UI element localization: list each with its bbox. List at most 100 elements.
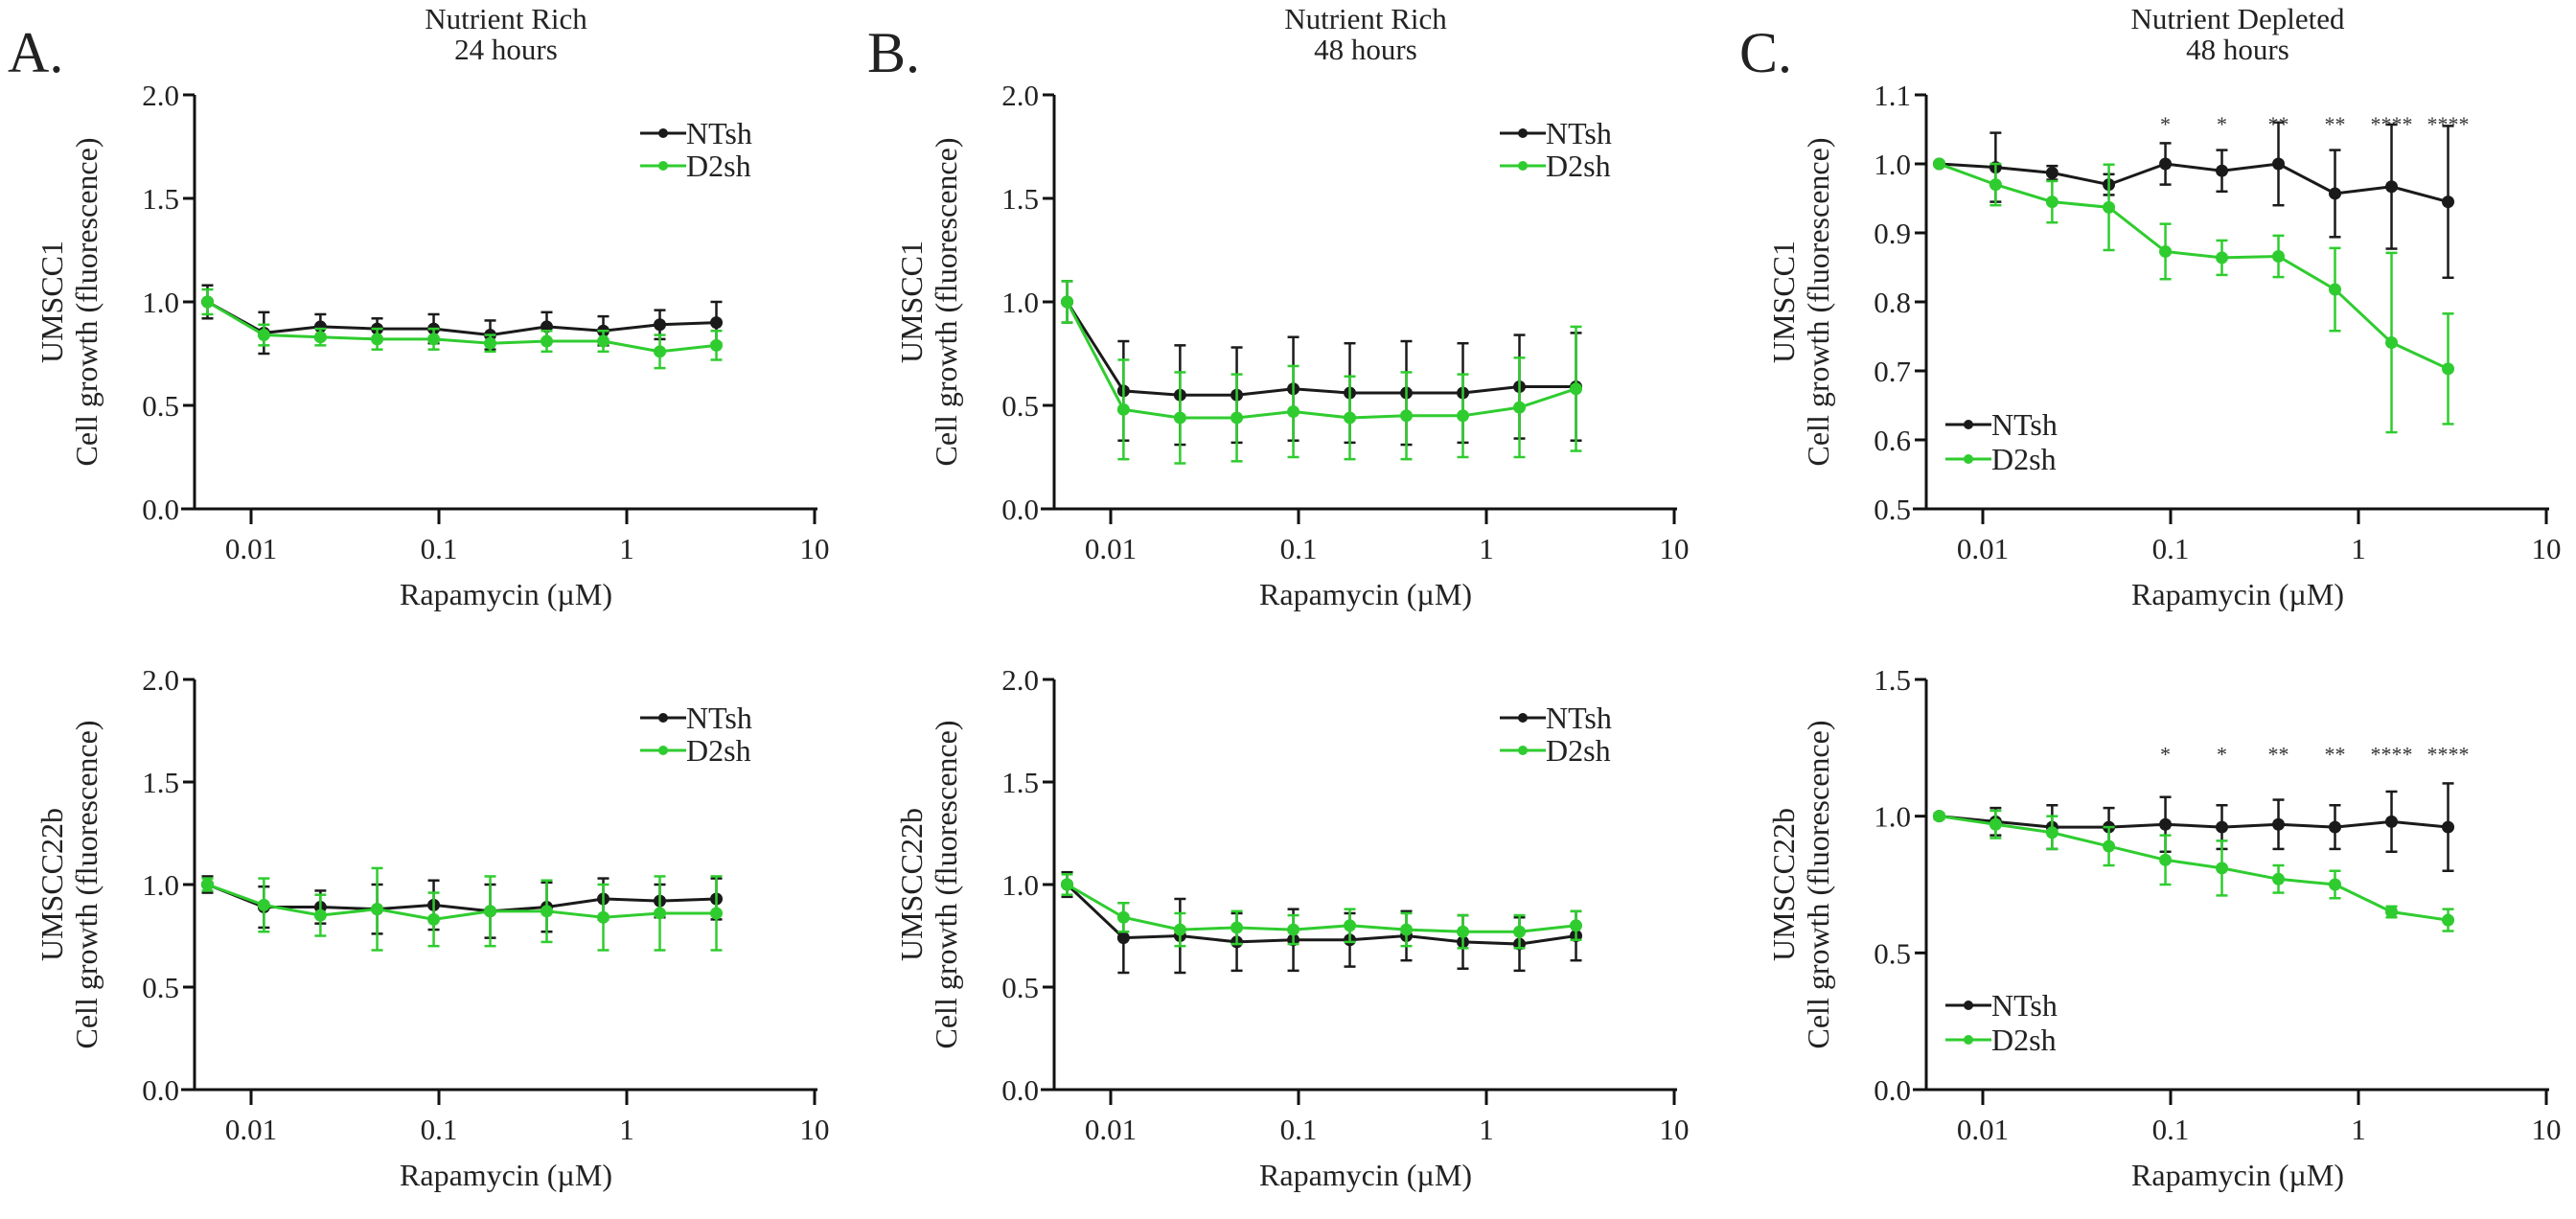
- data-point: [1457, 925, 1470, 938]
- series-line: [1939, 815, 2449, 922]
- y-tick-label: 1.5: [1874, 663, 1911, 697]
- series-line: [206, 883, 717, 913]
- data-point: [313, 908, 327, 922]
- data-point: [1230, 411, 1244, 425]
- data-point: [257, 329, 270, 342]
- significance-marker: ****: [2427, 743, 2470, 767]
- y-tick-label: 1.0: [142, 868, 179, 902]
- series-D2sh: [1061, 280, 1583, 465]
- data-point: [2442, 196, 2455, 209]
- x-axis-label: Rapamycin (µM): [2131, 1158, 2344, 1192]
- y-axis-label: Cell growth (fluorescence): [1801, 138, 1835, 467]
- x-tick-label: 1: [2351, 1113, 2366, 1146]
- significance-marker: **: [2268, 112, 2289, 136]
- data-point: [484, 336, 497, 350]
- x-axis-label: Rapamycin (µM): [1259, 1158, 1472, 1192]
- data-point: [654, 318, 667, 332]
- x-tick-label: 10: [2532, 532, 2562, 565]
- data-point: [654, 907, 667, 920]
- x-tick-label: 0.01: [1085, 1113, 1137, 1146]
- y-tick-label: 2.0: [1001, 79, 1039, 112]
- series-line: [1939, 815, 2449, 829]
- y-tick-label: 0.8: [1874, 286, 1911, 319]
- data-point: [484, 905, 497, 918]
- y-tick-label: 1.5: [142, 182, 179, 216]
- x-tick-label: 1: [1479, 532, 1494, 565]
- legend-marker: [1518, 713, 1528, 723]
- data-point: [2329, 820, 2342, 834]
- legend-label-NTsh: NTsh: [686, 116, 752, 150]
- panel-title: 24 hours: [454, 33, 558, 66]
- x-tick-label: 0.1: [2152, 532, 2190, 565]
- data-point: [2159, 244, 2173, 258]
- x-tick-label: 10: [2532, 1113, 2562, 1146]
- data-point: [710, 907, 724, 920]
- legend-marker: [658, 713, 668, 723]
- data-point: [1933, 810, 1946, 823]
- significance-marker: *: [2217, 112, 2227, 136]
- legend-label-D2sh: D2sh: [686, 149, 751, 183]
- y-axis-label: Cell growth (fluorescence): [69, 721, 104, 1049]
- y-axis-label-cell-line: UMSCC22b: [894, 808, 929, 961]
- data-point: [1287, 404, 1300, 418]
- y-tick-label: 1.5: [142, 766, 179, 799]
- legend-label-NTsh: NTsh: [686, 701, 752, 735]
- series-line: [1066, 301, 1576, 420]
- series-line: [1939, 162, 2449, 204]
- legend-marker: [1518, 128, 1528, 138]
- y-tick-label: 0.5: [1001, 389, 1039, 423]
- data-point: [1116, 932, 1130, 945]
- data-point: [1989, 817, 2002, 831]
- legend-label-D2sh: D2sh: [1991, 1023, 2057, 1057]
- legend-marker: [1964, 420, 1973, 429]
- y-tick-label: 2.0: [142, 79, 179, 112]
- data-point: [1173, 923, 1186, 936]
- y-tick-label: 1.5: [1001, 766, 1039, 799]
- legend-marker: [1964, 454, 1973, 464]
- legend-label-D2sh: D2sh: [1546, 733, 1611, 768]
- panel-letter: A.: [8, 21, 63, 84]
- x-tick-label: 1: [2351, 532, 2366, 565]
- x-tick-label: 0.1: [1280, 532, 1318, 565]
- panel-5: 0.0 0.5 1.0 1.5 2.0 0.01 0.1 1 10 Rapamycin (µM) U…: [894, 663, 1690, 1192]
- significance-marker: *: [2160, 743, 2171, 767]
- panel-letter: B.: [867, 21, 920, 84]
- y-tick-label: 0.7: [1874, 355, 1911, 388]
- x-tick-label: 10: [1660, 532, 1690, 565]
- significance-marker: **: [2268, 743, 2289, 767]
- data-point: [2385, 335, 2399, 349]
- significance-marker: ****: [2371, 112, 2413, 136]
- data-point: [1116, 402, 1130, 416]
- data-point: [1400, 409, 1414, 423]
- data-point: [2329, 878, 2342, 891]
- significance-marker: **: [2325, 112, 2346, 136]
- legend-label-D2sh: D2sh: [686, 733, 751, 768]
- data-point: [1287, 923, 1300, 936]
- significance-marker: ****: [2371, 743, 2413, 767]
- legend-label-NTsh: NTsh: [1991, 988, 2058, 1023]
- data-point: [2385, 906, 2399, 919]
- data-point: [2045, 196, 2058, 209]
- data-point: [2216, 820, 2229, 834]
- data-point: [2442, 362, 2455, 376]
- x-tick-label: 0.01: [225, 532, 277, 565]
- y-tick-label: 0.0: [1874, 1073, 1911, 1107]
- x-tick-label: 1: [619, 532, 634, 565]
- series-D2sh: [1061, 873, 1583, 950]
- panel-title: 48 hours: [1314, 33, 1417, 66]
- series-D2sh: [1933, 809, 2455, 932]
- panel-6: 0.0 0.5 1.0 1.5 0.01 0.1 1 10 Rapamycin (µM) UMSC…: [1766, 663, 2562, 1192]
- y-axis-label-cell-line: UMSCC22b: [1766, 808, 1801, 961]
- data-point: [540, 334, 554, 348]
- data-point: [371, 333, 384, 346]
- y-tick-label: 0.5: [1001, 971, 1039, 1004]
- x-tick-label: 10: [1660, 1113, 1690, 1146]
- y-tick-label: 1.5: [1001, 182, 1039, 216]
- y-tick-label: 0.5: [1874, 936, 1911, 970]
- data-point: [2385, 180, 2399, 194]
- data-point: [427, 912, 441, 926]
- legend-label-D2sh: D2sh: [1991, 442, 2057, 476]
- series-line: [1066, 883, 1576, 946]
- series-D2sh: [201, 288, 724, 370]
- x-tick-label: 10: [800, 1113, 830, 1146]
